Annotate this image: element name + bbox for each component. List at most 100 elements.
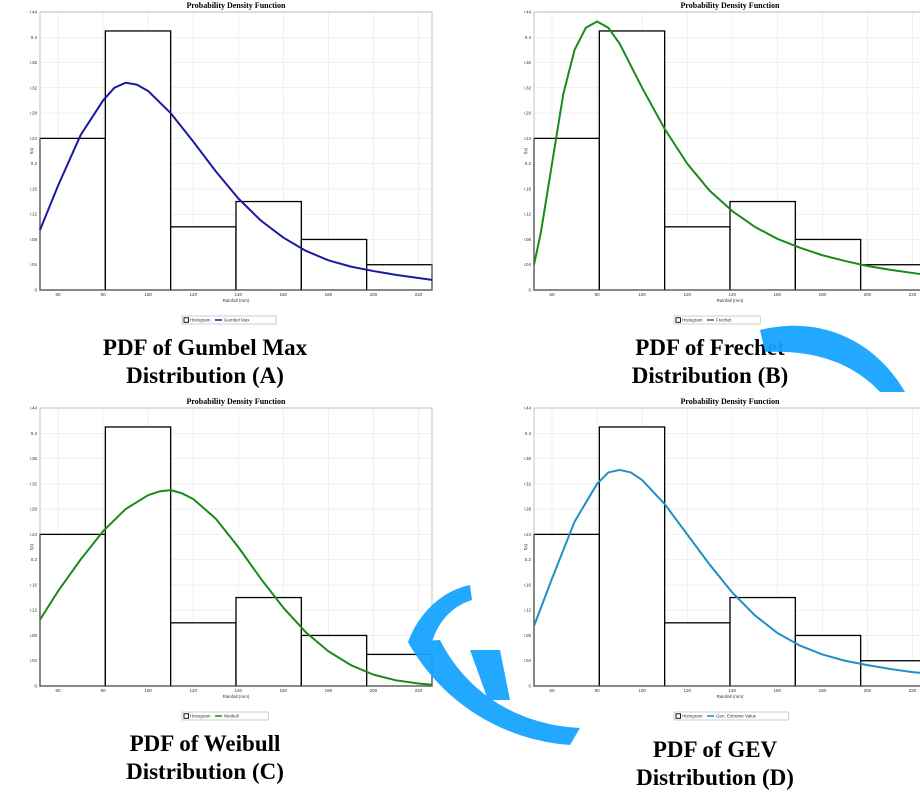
y-tick-label: 0.36 [30,60,37,65]
x-tick-label: 160 [774,292,782,297]
x-tick-label: 80 [595,688,601,693]
y-tick-label: 0.36 [524,456,531,461]
histogram-bar [39,137,106,291]
pdf-chart-d: Probability Density Function 0 0.04 0.08 0.1… [524,397,920,721]
plot-area-frame [39,407,433,687]
y-tick-label: 0.2 [525,557,532,562]
x-axis-label: Rainfall (mm) [223,298,250,303]
y-tick-label: 0.04 [30,262,37,267]
x-tick-label: 180 [325,688,333,693]
pdf-curve [39,489,433,686]
histogram-bar [170,226,237,291]
x-tick-label: 100 [144,292,152,297]
legend-histogram-label: Histogram [682,318,703,323]
y-tick-label: 0.44 [524,406,531,411]
x-axis-label: Rainfall (mm) [223,694,250,699]
x-tick-label: 100 [638,688,646,693]
caption-d: PDF of GEV Distribution (D) [545,736,885,792]
histogram-bar [664,226,731,291]
chart-panel-d: Probability Density Function 0 0.04 0.08 0.1… [524,396,920,726]
histogram-bar [104,426,172,687]
legend-curve-label: Gumbel Max [224,318,250,323]
y-tick-label: 0.16 [524,582,531,587]
x-tick-label: 180 [325,292,333,297]
histogram-bar [300,634,368,687]
x-tick-label: 80 [101,688,107,693]
y-tick-label: 0 [528,684,531,689]
chart-legend: Histogram Weibull [181,711,269,721]
y-tick-label: 0.4 [31,35,38,40]
caption-c-line2: Distribution (C) [126,759,284,784]
x-tick-label: 100 [144,688,152,693]
y-tick-label: 0.24 [524,136,531,141]
legend-histogram-swatch [183,317,189,323]
chart-panel-b: Probability Density Function 0 0.04 0.08 0.1… [524,0,920,330]
y-axis-label: f(x) [524,147,528,154]
chart-panel-a: Probability Density Function 0 0.04 0.08 0.1… [30,0,460,330]
legend-box [673,711,790,721]
y-tick-label: 0.36 [524,60,531,65]
x-axis-label: Rainfall (mm) [717,694,744,699]
caption-b-line1: PDF of Frechet [635,335,785,360]
y-tick-label: 0.2 [525,161,532,166]
caption-b: PDF of Frechet Distribution (B) [540,334,880,390]
y-tick-label: 0.12 [30,608,37,613]
histogram-bar [598,30,666,291]
x-tick-label: 160 [280,292,288,297]
caption-d-line1: PDF of GEV [652,737,778,762]
y-tick-label: 0 [34,684,37,689]
x-tick-label: 120 [683,292,691,297]
x-axis-label: Rainfall (mm) [717,298,744,303]
x-tick-label: 220 [415,688,423,693]
x-tick-label: 140 [728,688,736,693]
watermark-wedge [470,650,510,700]
histogram-bar [235,200,302,291]
legend-curve-label: Frechet [716,318,732,323]
x-tick-label: 120 [683,688,691,693]
x-tick-label: 160 [774,688,782,693]
x-tick-label: 140 [234,292,242,297]
y-tick-label: 0.24 [524,532,531,537]
legend-histogram-swatch [183,713,189,719]
x-tick-label: 220 [909,292,917,297]
y-tick-label: 0.2 [31,557,38,562]
pdf-chart-b: Probability Density Function 0 0.04 0.08 0.1… [524,1,920,325]
y-tick-label: 0.12 [524,608,531,613]
chart-title: Probability Density Function [187,1,287,10]
histogram-bar [729,200,796,291]
y-tick-label: 0.2 [31,161,38,166]
x-tick-label: 80 [595,292,601,297]
y-tick-label: 0.32 [30,481,37,486]
y-axis-label: f(x) [30,147,34,154]
histogram-bar [104,30,172,291]
x-tick-label: 200 [864,292,872,297]
legend-histogram-swatch [675,713,681,719]
y-tick-label: 0.24 [30,532,37,537]
x-tick-label: 80 [101,292,107,297]
y-tick-label: 0.04 [524,658,531,663]
caption-b-line2: Distribution (B) [631,363,789,388]
x-tick-label: 60 [56,688,62,693]
y-tick-label: 0.24 [30,136,37,141]
x-tick-label: 60 [550,688,556,693]
histogram-bar [300,238,368,291]
y-tick-label: 0.32 [524,85,531,90]
legend-box [181,711,269,721]
pdf-curve [39,81,433,281]
caption-c-line1: PDF of Weibull [129,731,281,756]
y-tick-label: 0.44 [524,10,531,15]
x-tick-label: 120 [189,292,197,297]
y-tick-label: 0.12 [524,212,531,217]
legend-histogram-label: Histogram [190,318,211,323]
histogram-bar [39,533,106,687]
x-tick-label: 140 [234,688,242,693]
y-axis-label: f(x) [30,543,34,550]
pdf-chart-c: Probability Density Function 0 0.04 0.08 0.1… [30,397,433,721]
chart-panel-c: Probability Density Function 0 0.04 0.08 0.1… [30,396,460,726]
chart-legend: Histogram Gen. Extreme Value [673,711,790,721]
y-tick-label: 0.08 [30,633,37,638]
x-tick-label: 200 [370,292,378,297]
x-tick-label: 220 [909,688,917,693]
y-tick-label: 0.28 [524,507,531,512]
x-tick-label: 60 [56,292,62,297]
